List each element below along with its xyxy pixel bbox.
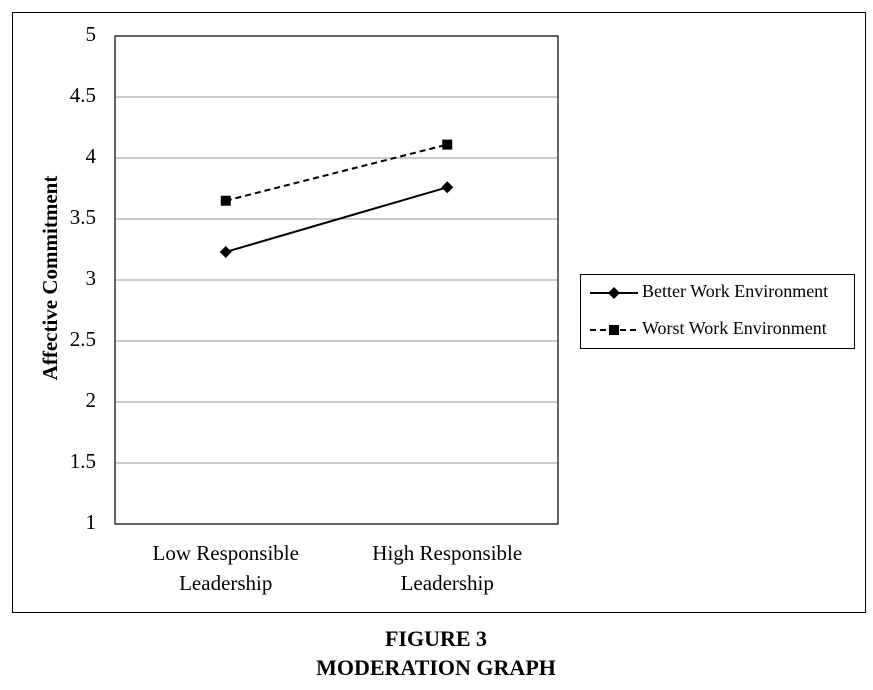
plot-frame — [114, 35, 559, 525]
legend-marker — [609, 325, 619, 335]
point — [442, 139, 453, 150]
point — [219, 245, 232, 258]
x-tick-label-box: High Responsible Leadership — [372, 541, 523, 595]
chart-frame — [12, 12, 866, 613]
x-tick-label-box: Low Responsible Leadership — [152, 541, 299, 595]
y-tick-label: 4.5 — [70, 83, 96, 107]
y-tick-label: 2.5 — [70, 327, 96, 351]
legend-label: Better Work Environment — [642, 281, 828, 301]
y-tick-label: 3 — [86, 266, 97, 290]
legend-marker — [608, 287, 620, 299]
point — [220, 195, 231, 206]
x-tick-label: High Responsible Leadership — [372, 541, 523, 595]
y-axis-label: Affective Commitment — [38, 176, 62, 381]
series-line — [225, 143, 448, 202]
y-tick-label: 1 — [86, 510, 97, 534]
chart-title: MODERATION GRAPH — [316, 655, 556, 680]
y-tick-label: 5 — [86, 22, 97, 46]
point — [441, 181, 454, 194]
y-tick-label: 1.5 — [70, 449, 96, 473]
y-tick-label: 2 — [86, 388, 97, 412]
y-tick-label: 4 — [86, 144, 97, 168]
x-tick-label: Low Responsible Leadership — [152, 541, 299, 595]
figure-label: FIGURE 3 — [385, 626, 487, 651]
legend-frame — [580, 274, 855, 349]
series-line — [225, 186, 448, 253]
legend-label: Worst Work Environment — [642, 318, 827, 338]
y-tick-label: 3.5 — [70, 205, 96, 229]
